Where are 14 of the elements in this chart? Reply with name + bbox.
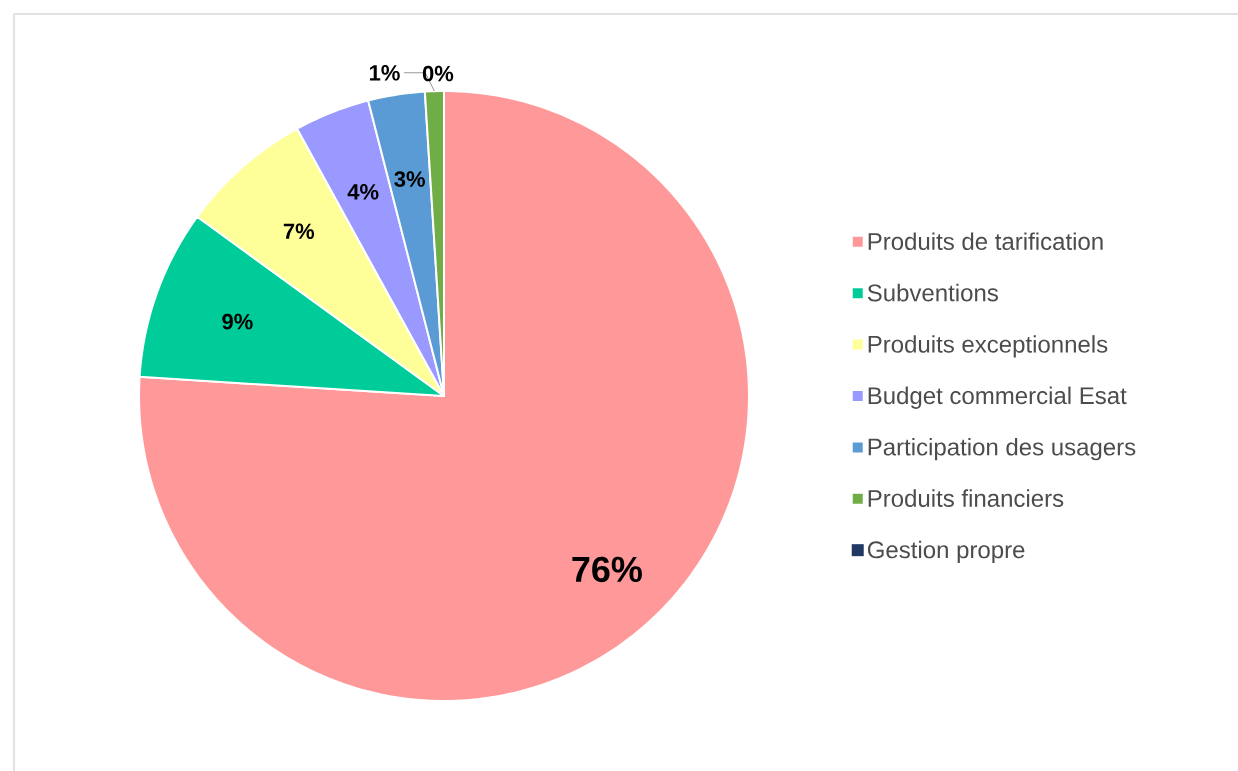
legend-label: Gestion propre bbox=[867, 540, 1025, 564]
data-label: 3% bbox=[394, 171, 425, 187]
legend-label: Produits exceptionnels bbox=[868, 335, 1108, 358]
text: 0% bbox=[422, 65, 454, 82]
data-label: 9% bbox=[222, 313, 253, 330]
data-label: 76% bbox=[572, 556, 642, 583]
legend-label: Produits de tarification bbox=[868, 232, 1103, 251]
legend-label: Participation des usagers bbox=[868, 437, 1136, 461]
legend-label: Budget commercial Esat bbox=[868, 386, 1127, 409]
data-label: 7% bbox=[283, 223, 315, 240]
legend-label: Subventions bbox=[867, 283, 998, 302]
data-label: 1% bbox=[369, 65, 400, 81]
data-label: 4% bbox=[347, 184, 379, 200]
legend-label: Produits financiers bbox=[868, 489, 1064, 507]
